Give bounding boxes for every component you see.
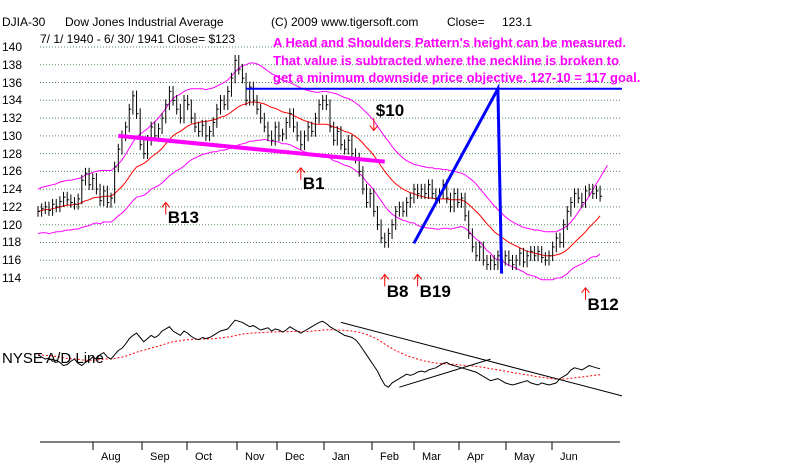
month-label: Sep [150, 451, 170, 463]
ad-uptrend-line [399, 358, 491, 388]
annotation-line-1: A Head and Shoulders Pattern's height ca… [273, 35, 626, 50]
annotation-line-2: That value is subtracted where the neckl… [273, 53, 620, 68]
y-tick-label: 128 [2, 146, 23, 161]
signal-arrow-head [581, 286, 590, 294]
signal-arrow-head [369, 125, 379, 132]
y-tick-label: 140 [2, 40, 23, 54]
upper-band [37, 62, 608, 233]
y-tick-label: 136 [2, 75, 23, 90]
signal-label: B12 [587, 294, 619, 314]
signal-arrow-head [380, 273, 390, 280]
measure-line [412, 83, 504, 274]
y-tick-label: 116 [2, 253, 22, 268]
y-tick-label: 124 [2, 182, 23, 197]
annotation-line-3: get a minimum downside price objective. … [273, 70, 641, 85]
y-tick-label: 130 [2, 128, 23, 143]
moving-average [37, 101, 601, 257]
y-tick-label: 134 [2, 93, 23, 108]
month-label: Mar [422, 451, 441, 463]
signal-label: B1 [302, 173, 325, 193]
month-label: Nov [245, 451, 265, 463]
signal-arrow-head [296, 167, 306, 174]
y-tick-label: 138 [2, 57, 23, 72]
ad-line [37, 319, 601, 388]
y-tick-label: 114 [2, 271, 22, 285]
chart-symbol: DJIA-30 [2, 15, 46, 29]
month-label: Jun [560, 451, 578, 463]
month-label: Dec [285, 451, 305, 463]
y-tick-label: 122 [2, 199, 23, 214]
ad-line-label: NYSE A/D Line [2, 350, 104, 367]
neckline [118, 133, 385, 164]
signal-arrow-head [161, 201, 171, 208]
close-value: 123.1 [502, 15, 533, 29]
copyright: (C) 2009 www.tigersoft.com [271, 15, 419, 29]
y-tick-label: 126 [2, 164, 23, 179]
month-label: Feb [380, 451, 399, 463]
signal-label: B13 [167, 207, 199, 227]
month-label: Oct [195, 451, 213, 463]
month-label: Apr [467, 451, 485, 463]
close-label: Close= [447, 15, 485, 29]
ad-moving-average [37, 329, 601, 380]
signal-label: B8 [386, 282, 409, 302]
signal-arrow-head [413, 273, 422, 280]
signal-label: $10 [375, 100, 405, 120]
ad-downtrend-line [340, 321, 623, 397]
date-range: 7/ 1/ 1940 - 6/ 30/ 1941 Close= $123 [40, 32, 236, 46]
month-label: May [514, 451, 535, 463]
month-label: Jan [332, 451, 350, 463]
y-tick-label: 132 [2, 111, 23, 126]
y-tick-label: 118 [2, 235, 22, 250]
signal-label: B19 [419, 282, 451, 302]
month-label: Aug [101, 451, 121, 463]
chart-title: Dow Jones Industrial Average [65, 15, 224, 29]
y-tick-label: 120 [2, 217, 23, 232]
